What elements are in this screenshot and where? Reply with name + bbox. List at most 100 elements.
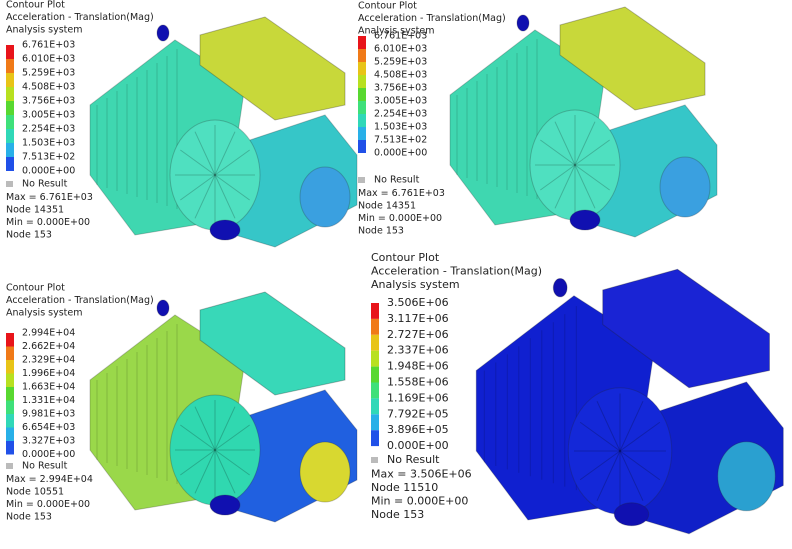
legend-label: 0.000E+00 xyxy=(22,166,75,177)
min-node: Node 153 xyxy=(6,512,52,523)
model-part xyxy=(209,494,241,516)
model-spoke xyxy=(214,406,236,451)
legend-label: 3.117E+06 xyxy=(387,312,449,325)
legend-swatch xyxy=(6,157,14,171)
max: Max = 2.994E+04 xyxy=(6,474,93,485)
legend-label: 9.981E+03 xyxy=(22,409,75,420)
legend-label: 4.508E+03 xyxy=(22,82,75,93)
model-spoke xyxy=(554,164,576,209)
legend-swatch xyxy=(358,49,366,62)
model-spoke xyxy=(574,139,610,166)
legend-swatch xyxy=(358,101,366,114)
min: Min = 0.000E+00 xyxy=(6,499,90,510)
model-spoke xyxy=(619,450,644,502)
max: Max = 6.761E+03 xyxy=(358,188,445,199)
legend-label: 2.994E+04 xyxy=(22,328,75,339)
max-node: Node 11510 xyxy=(371,481,438,494)
max-node: Node 14351 xyxy=(358,201,416,212)
model-spoke xyxy=(214,131,236,176)
min-node: Node 153 xyxy=(358,226,404,237)
model-spoke xyxy=(180,149,216,176)
model-spoke xyxy=(194,174,216,219)
legend-swatch xyxy=(371,430,379,447)
no-result: No Result xyxy=(387,453,440,466)
model-part xyxy=(199,16,346,121)
legend-swatch xyxy=(358,88,366,101)
model-part xyxy=(613,502,650,527)
model-part xyxy=(552,278,568,298)
model-part xyxy=(559,6,706,111)
legend-label: 1.503E+03 xyxy=(22,138,75,149)
no-result: No Result xyxy=(22,461,68,472)
model-spoke xyxy=(194,131,216,176)
legend-swatch xyxy=(358,114,366,127)
legend-label: 3.005E+03 xyxy=(374,96,427,107)
no-result: No Result xyxy=(374,175,420,186)
legend-label: 2.662E+04 xyxy=(22,341,75,352)
legend-label: 6.761E+03 xyxy=(22,40,75,51)
min-node: Node 153 xyxy=(6,230,52,241)
min: Min = 0.000E+00 xyxy=(371,495,468,508)
model-spoke xyxy=(214,449,250,476)
legend-swatch xyxy=(6,360,14,374)
legend-swatch xyxy=(371,334,379,351)
model-spoke xyxy=(619,450,661,481)
legend-swatch xyxy=(371,350,379,367)
title: Contour Plot xyxy=(6,283,65,294)
model-part xyxy=(717,441,776,512)
legend-swatch xyxy=(371,398,379,415)
legend-label: 0.000E+00 xyxy=(374,148,427,159)
model-part xyxy=(299,441,351,503)
legend-swatch xyxy=(6,414,14,428)
model-spoke xyxy=(194,449,216,494)
legend-swatch xyxy=(6,427,14,441)
model-spoke xyxy=(540,164,576,191)
model-spoke xyxy=(180,449,216,476)
no-result-swatch xyxy=(371,457,378,463)
title: Contour Plot xyxy=(358,1,417,12)
no-result-swatch xyxy=(358,177,365,183)
model-spoke xyxy=(619,421,661,452)
model-part xyxy=(199,291,346,396)
model-spoke xyxy=(214,174,236,219)
legend-label: 2.254E+03 xyxy=(22,124,75,135)
model-spoke xyxy=(214,449,236,494)
legend-label: 1.169E+06 xyxy=(387,391,449,404)
model-spoke xyxy=(596,450,621,502)
legend-swatch xyxy=(6,129,14,143)
model-spoke xyxy=(579,421,621,452)
legend-label: 3.896E+05 xyxy=(387,423,449,436)
legend-label: 0.000E+00 xyxy=(387,439,449,452)
legend-swatch xyxy=(6,346,14,360)
model-spoke xyxy=(214,149,250,176)
max-node: Node 10551 xyxy=(6,487,64,498)
legend-swatch xyxy=(6,441,14,455)
legend-swatch xyxy=(6,143,14,157)
model-spoke xyxy=(540,139,576,166)
legend-swatch xyxy=(371,414,379,431)
legend-label: 1.996E+04 xyxy=(22,368,75,379)
legend-swatch xyxy=(371,366,379,383)
legend-label: 1.558E+06 xyxy=(387,376,449,389)
legend-label: 5.259E+03 xyxy=(22,68,75,79)
system: Analysis system xyxy=(358,26,435,37)
model-spoke xyxy=(574,121,596,166)
legend-swatch xyxy=(6,373,14,387)
min-node: Node 153 xyxy=(371,508,424,521)
system: Analysis system xyxy=(371,278,460,291)
model-spoke xyxy=(554,121,576,166)
model-part xyxy=(299,166,351,228)
legend-swatch xyxy=(358,75,366,88)
legend-label: 3.756E+03 xyxy=(22,96,75,107)
max: Max = 3.506E+06 xyxy=(371,468,472,481)
legend-label: 2.329E+04 xyxy=(22,355,75,366)
legend-label: 3.327E+03 xyxy=(22,436,75,447)
legend-swatch xyxy=(6,101,14,115)
quantity: Acceleration - Translation(Mag) xyxy=(6,295,154,306)
model-spoke xyxy=(180,424,216,451)
quantity: Acceleration - Translation(Mag) xyxy=(6,12,154,23)
